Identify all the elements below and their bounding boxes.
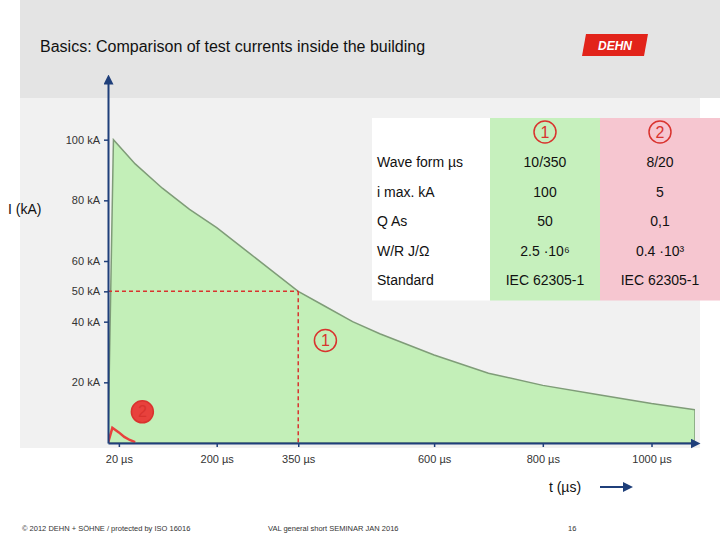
y-tick-mark [104, 291, 108, 293]
x-tick-mark [298, 443, 300, 447]
table-column [600, 118, 720, 301]
y-axis: 20 kA 40 kA 50 kA 60 kA 80 kA 100 kA [66, 80, 109, 444]
y-tick: 20 kA [72, 376, 108, 388]
table-header-circle [649, 121, 671, 143]
table-cell: 8/20 [646, 154, 673, 170]
y-tick-mark [104, 200, 108, 202]
x-tick-label: 20 µs [106, 453, 134, 465]
footer-page: 16 [568, 524, 576, 533]
x-tick: 20 µs [106, 443, 134, 465]
footer-event: VAL general short SEMINAR JAN 2016 [268, 524, 398, 533]
y-tick: 50 kA [72, 285, 108, 297]
x-tick-label: 600 µs [418, 453, 452, 465]
table-cell: 50 [537, 213, 553, 229]
y-axis-title: I (kA) [8, 201, 41, 217]
plot-background [20, 98, 700, 448]
y-tick-label: 100 kA [66, 134, 101, 146]
table-cell: 2.5 ·10⁶ [520, 243, 569, 259]
table-cell: 0,1 [650, 213, 670, 229]
table: 1 2 Wave form µs 10/350 8/20 i max. kA 100 5 Q A… [372, 118, 720, 301]
y-tick-mark [104, 261, 108, 263]
table-header: 2 [649, 121, 671, 143]
header-band [20, 0, 720, 98]
table-header-text: 1 [541, 124, 550, 141]
x-tick: 800 µs [527, 443, 561, 465]
table-row-label: Standard [377, 272, 434, 288]
x-tick-mark [216, 443, 218, 447]
table-column [490, 118, 600, 301]
table-row-label: Q As [377, 213, 407, 229]
logo-text: DEHN [598, 39, 632, 53]
table-label-column [372, 118, 490, 301]
series-line [108, 428, 135, 443]
y-tick-mark [104, 382, 108, 384]
y-tick-label: 50 kA [72, 285, 101, 297]
x-tick-label: 350 µs [282, 453, 316, 465]
logo: DEHN [582, 34, 648, 56]
reference-vertical [297, 291, 299, 443]
x-tick: 350 µs [282, 443, 316, 465]
y-tick-mark [104, 139, 108, 141]
x-tick-mark [434, 443, 436, 447]
table-cell: 0.4 ·10³ [636, 243, 685, 259]
table-cell: IEC 62305-1 [621, 272, 700, 288]
series-label: 2 [131, 401, 153, 423]
x-tick-label: 800 µs [527, 453, 561, 465]
table-cell: 100 [533, 184, 557, 200]
table-cell: 10/350 [524, 154, 567, 170]
series-label-circle [131, 401, 153, 423]
y-tick-label: 40 kA [72, 316, 101, 328]
x-axis-title-arrow [600, 486, 628, 488]
table-row-label: W/R J/Ω [377, 243, 429, 259]
x-axis-line [109, 443, 696, 445]
reference-horizontal [108, 291, 298, 293]
chart-svg: Basics: Comparison of test currents insi… [0, 0, 720, 540]
x-axis-title: t (µs) [549, 479, 581, 495]
table-header: 1 [534, 121, 556, 143]
title: Basics: Comparison of test currents insi… [40, 38, 425, 55]
y-tick-label: 20 kA [72, 376, 101, 388]
y-tick: 40 kA [72, 316, 108, 328]
y-tick-label: 80 kA [72, 194, 101, 206]
table-cell: IEC 62305-1 [506, 272, 585, 288]
table-cell: 5 [656, 184, 664, 200]
x-tick-mark [651, 443, 653, 447]
x-tick-label: 200 µs [201, 453, 235, 465]
footer-copyright: © 2012 DEHN + SÖHNE / protected by ISO 1… [22, 524, 190, 533]
y-tick: 100 kA [66, 134, 108, 146]
series-label: 1 [314, 330, 336, 352]
x-tick: 200 µs [201, 443, 235, 465]
series-label-circle [314, 330, 336, 352]
x-tick-mark [119, 443, 121, 447]
y-tick-mark [104, 321, 108, 323]
x-tick: 1000 µs [632, 443, 672, 465]
x-tick-mark [543, 443, 545, 447]
table-header-circle [534, 121, 556, 143]
table-header-text: 2 [656, 124, 665, 141]
x-tick-label: 1000 µs [632, 453, 672, 465]
series-label-text: 1 [321, 332, 330, 349]
logo-shape [582, 34, 648, 56]
series-label-text: 2 [138, 403, 147, 420]
page-background [0, 0, 720, 540]
x-axis: 20 µs 200 µs 350 µs 600 µs 800 µs 1000 µs [106, 443, 696, 465]
y-tick: 80 kA [72, 194, 108, 206]
table-row-label: Wave form µs [377, 154, 463, 170]
y-tick-label: 60 kA [72, 255, 101, 267]
x-tick: 600 µs [418, 443, 452, 465]
y-tick: 60 kA [72, 255, 108, 267]
table-row-label: i max. kA [377, 184, 435, 200]
